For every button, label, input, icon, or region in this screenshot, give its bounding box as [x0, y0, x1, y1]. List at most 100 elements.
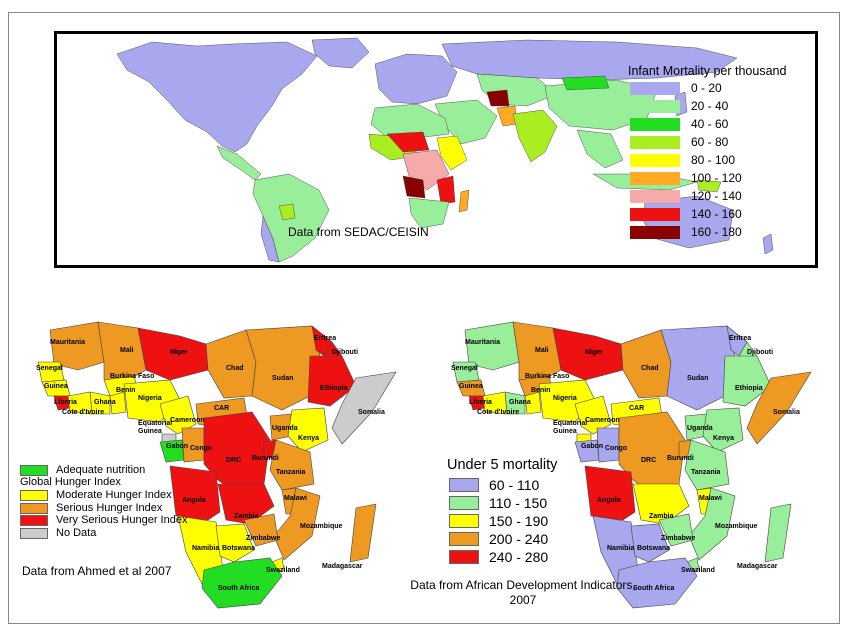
hunger-map-source: Data from Ahmed et al 2007	[22, 564, 172, 578]
under5-mortality-legend-item: 200 - 240	[449, 530, 548, 548]
country-label-guinea: Guinea	[459, 383, 483, 390]
country-madagascar	[764, 503, 792, 563]
infant-mortality-legend-item: 0 - 20	[630, 79, 742, 97]
southeast-asia-region	[576, 129, 624, 169]
infant-mortality-legend-item: 40 - 60	[630, 115, 742, 133]
hunger-index-legend-item: Adequate nutrition	[20, 464, 187, 477]
country-label-senegal: Senegal	[36, 365, 63, 372]
country-label-benin: Benin	[116, 387, 135, 394]
hunger-index-legend-label: Very Serious Hunger Index	[56, 514, 188, 527]
infant-mortality-legend-swatch	[630, 153, 680, 167]
world-map-source: Data from SEDAC/CEISIN	[288, 225, 429, 239]
country-label-gabon: Gabon	[581, 443, 603, 450]
new-zealand-region	[762, 233, 774, 255]
country-label-niger: Niger	[585, 349, 603, 356]
under5-mortality-legend-swatch	[449, 496, 479, 510]
country-label-nigeria: Nigeria	[553, 395, 577, 402]
country-label-namibia: Namibia	[192, 545, 219, 552]
country-label-mali: Mali	[120, 347, 134, 354]
under5-mortality-legend-swatch	[449, 532, 479, 546]
country-label-cote-d-ivoire: Cote d'Ivoire	[477, 409, 519, 416]
country-chad	[205, 329, 257, 399]
country-label-djibouti: Djibouti	[332, 349, 358, 356]
infant-mortality-legend-label: 160 - 180	[691, 225, 742, 239]
country-label-burkina-faso: Burkina Faso	[525, 373, 569, 380]
country-label-mali: Mali	[535, 347, 549, 354]
country-benin	[524, 391, 542, 415]
under5-mortality-legend-label: 110 - 150	[489, 495, 548, 511]
infant-mortality-legend-item: 60 - 80	[630, 133, 742, 151]
country-label-zimbabwe: Zimbabwe	[661, 535, 695, 542]
country-label-liberia: Liberia	[54, 399, 77, 406]
country-label-cote-d-ivoire: Cote d'Ivoire	[62, 409, 104, 416]
infant-mortality-legend-label: 40 - 60	[691, 117, 729, 131]
country-label-cameroon: Cameroon	[170, 417, 205, 424]
country-label-ethiopia: Ethiopia	[320, 385, 348, 392]
country-mauritania	[49, 321, 105, 371]
hunger-index-legend-label: Global Hunger Index	[20, 476, 121, 489]
infant-mortality-legend-item: 100 - 120	[630, 169, 742, 187]
country-label-ethiopia: Ethiopia	[735, 385, 763, 392]
infant-mortality-legend-label: 100 - 120	[691, 171, 742, 185]
north-africa-region	[370, 103, 450, 139]
country-botswana	[630, 523, 670, 563]
country-mozambique	[273, 487, 321, 561]
country-label-madagascar: Madagascar	[322, 563, 363, 570]
infant-mortality-legend-swatch	[630, 225, 680, 239]
country-label-niger: Niger	[170, 349, 188, 356]
infant-mortality-legend-swatch	[630, 189, 680, 203]
russia-region	[441, 39, 738, 81]
country-cote-d-ivoire	[482, 391, 508, 415]
country-label-namibia: Namibia	[607, 545, 634, 552]
country-label-mauritania: Mauritania	[50, 339, 85, 346]
under5-mortality-legend-label: 200 - 240	[489, 531, 549, 547]
mortality-map-source: Data from African Development Indicators…	[410, 578, 636, 607]
country-label-mozambique: Mozambique	[300, 523, 342, 530]
europe-region	[374, 53, 458, 105]
country-label-drc: DRC	[641, 457, 656, 464]
hunger-index-legend-swatch	[20, 502, 48, 514]
country-label-drc: DRC	[226, 457, 241, 464]
country-label-eritrea: Eritrea	[314, 335, 336, 342]
infant-mortality-legend-swatch	[630, 207, 680, 221]
country-south-africa	[201, 557, 283, 609]
papua-region	[696, 179, 722, 193]
country-label-uganda: Uganda	[687, 425, 713, 432]
infant-mortality-legend-label: 20 - 40	[691, 99, 729, 113]
country-somalia	[746, 371, 812, 445]
country-somalia	[331, 371, 397, 445]
under5-mortality-legend-title: Under 5 mortality	[447, 457, 558, 473]
country-label-burundi: Burundi	[667, 455, 694, 462]
country-label-zambia: Zambia	[649, 513, 674, 520]
mongolia-region	[561, 75, 610, 91]
country-madagascar	[349, 503, 377, 563]
country-label-ghana: Ghana	[94, 399, 116, 406]
india-region	[512, 109, 558, 163]
country-label-zambia: Zambia	[234, 513, 259, 520]
country-ethiopia	[722, 355, 772, 407]
country-label-sudan: Sudan	[687, 375, 708, 382]
country-mozambique	[688, 487, 736, 561]
infant-mortality-legend-title: Infant Mortality per thousand	[628, 64, 787, 78]
infant-mortality-legend-swatch	[630, 99, 680, 113]
hunger-index-legend-item: Moderate Hunger Index	[20, 489, 187, 502]
infant-mortality-legend-label: 80 - 100	[691, 153, 736, 167]
country-angola	[169, 465, 221, 521]
world-infant-mortality-map	[116, 37, 774, 263]
hunger-index-legend-swatch	[20, 489, 48, 501]
north-america-region	[116, 41, 318, 153]
infant-mortality-legend-item: 160 - 180	[630, 223, 742, 241]
country-cote-d-ivoire	[67, 391, 93, 415]
under5-mortality-legend-label: 60 - 110	[489, 477, 540, 493]
country-label-ghana: Ghana	[509, 399, 531, 406]
country-kenya	[287, 407, 329, 453]
central-asia-region	[476, 73, 558, 107]
country-label-burundi: Burundi	[252, 455, 279, 462]
country-label-equatorial-guinea: Equatorial Guinea	[138, 420, 172, 435]
infant-mortality-legend-item: 20 - 40	[630, 97, 742, 115]
country-label-swaziland: Swaziland	[266, 567, 300, 574]
country-label-angola: Angola	[182, 497, 206, 504]
country-label-liberia: Liberia	[469, 399, 492, 406]
hunger-index-legend-item: Global Hunger Index	[20, 477, 187, 490]
country-label-somalia: Somalia	[358, 409, 385, 416]
